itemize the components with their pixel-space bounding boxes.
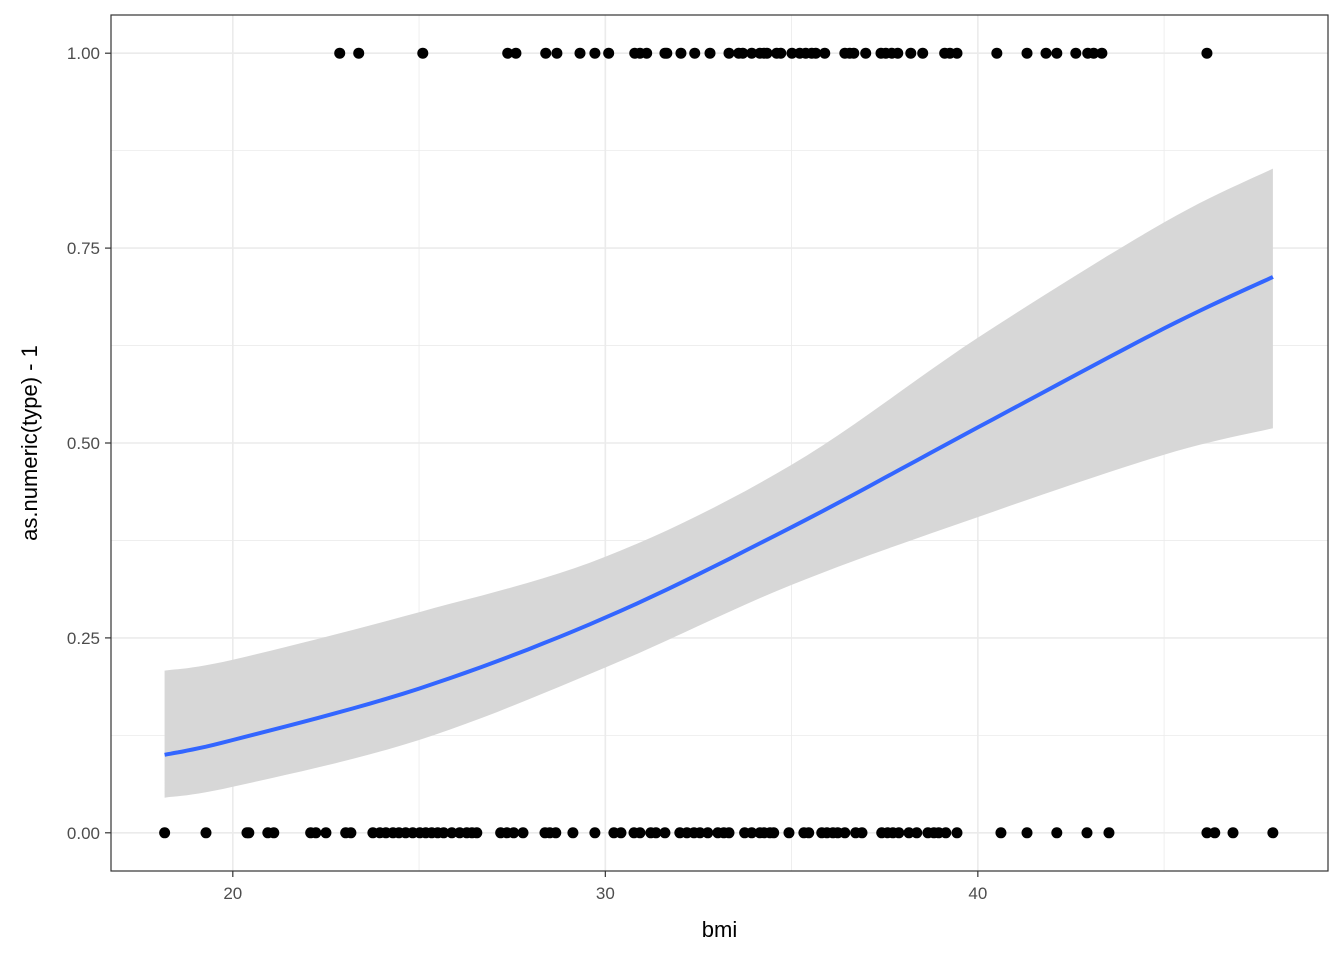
x-axis: 20 30 40 (223, 871, 987, 903)
data-point (723, 827, 735, 839)
data-point (508, 827, 520, 839)
data-point (159, 827, 171, 839)
data-point (917, 47, 929, 59)
data-point (803, 827, 815, 839)
data-point (551, 47, 563, 59)
data-point (1201, 827, 1213, 839)
data-point (446, 827, 458, 839)
data-point (320, 827, 332, 839)
x-axis-title: bmi (702, 917, 737, 942)
data-point (1201, 47, 1213, 59)
confidence-band-group (164, 168, 1273, 798)
data-point (768, 827, 780, 839)
x-tick-label: 40 (968, 884, 987, 903)
data-point (905, 47, 917, 59)
data-point (775, 47, 787, 59)
x-tick-label: 20 (223, 884, 242, 903)
data-point (892, 47, 904, 59)
y-tick-label: 0.75 (67, 239, 100, 258)
data-point (1227, 827, 1239, 839)
data-point (1103, 827, 1115, 839)
data-point (589, 827, 601, 839)
data-point (243, 827, 255, 839)
data-point (1051, 47, 1063, 59)
data-point (951, 47, 963, 59)
y-tick-label: 0.00 (67, 824, 100, 843)
y-tick-label: 0.50 (67, 434, 100, 453)
data-point (694, 827, 706, 839)
data-point (839, 827, 851, 839)
data-point (634, 827, 646, 839)
data-point (1070, 47, 1082, 59)
data-point (737, 47, 749, 59)
data-point (567, 827, 579, 839)
data-point (911, 827, 923, 839)
data-point (641, 47, 653, 59)
data-point (574, 47, 586, 59)
data-point (417, 47, 429, 59)
data-point (1096, 47, 1108, 59)
x-tick-label: 30 (596, 884, 615, 903)
data-point (810, 47, 822, 59)
data-point (353, 47, 365, 59)
y-tick-label: 0.25 (67, 629, 100, 648)
points-group (159, 47, 1279, 839)
data-point (940, 827, 952, 839)
data-point (603, 47, 615, 59)
data-point (550, 827, 562, 839)
data-point (786, 47, 798, 59)
data-point (783, 827, 795, 839)
data-point (860, 47, 872, 59)
data-point (517, 827, 529, 839)
data-point (1081, 827, 1093, 839)
data-point (893, 827, 905, 839)
data-point (661, 47, 673, 59)
fit-line (164, 275, 1274, 757)
data-point (746, 827, 758, 839)
data-point (200, 827, 212, 839)
data-point (1040, 47, 1052, 59)
data-point (848, 47, 860, 59)
data-point (310, 827, 322, 839)
fit-line-group (164, 275, 1274, 757)
data-point (689, 47, 701, 59)
data-point (991, 47, 1003, 59)
data-point (540, 47, 552, 59)
data-point (438, 827, 450, 839)
data-point (345, 827, 357, 839)
data-point (903, 827, 915, 839)
data-point (502, 47, 514, 59)
data-point (1051, 827, 1063, 839)
data-point (746, 47, 758, 59)
data-point (856, 827, 868, 839)
data-point (704, 47, 716, 59)
data-point (1021, 827, 1033, 839)
data-point (819, 47, 831, 59)
data-point (1209, 827, 1221, 839)
data-point (995, 827, 1007, 839)
data-point (1088, 47, 1100, 59)
data-point (761, 47, 773, 59)
data-point (615, 827, 627, 839)
data-point (1021, 47, 1033, 59)
data-point (659, 827, 671, 839)
data-point (702, 827, 714, 839)
data-point (471, 827, 483, 839)
data-point (951, 827, 963, 839)
y-axis-title: as.numeric(type) - 1 (17, 345, 42, 541)
confidence-band (164, 168, 1273, 798)
data-point (334, 47, 346, 59)
data-point (675, 47, 687, 59)
y-axis: 0.00 0.25 0.50 0.75 1.00 (67, 44, 111, 843)
data-point (1267, 827, 1279, 839)
y-tick-label: 1.00 (67, 44, 100, 63)
data-point (723, 47, 735, 59)
data-point (589, 47, 601, 59)
data-point (510, 47, 522, 59)
data-point (650, 827, 662, 839)
data-point (268, 827, 280, 839)
